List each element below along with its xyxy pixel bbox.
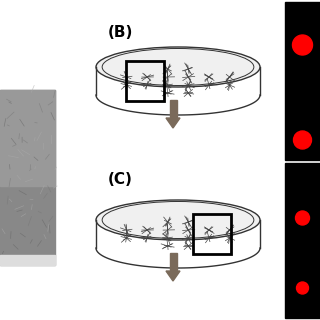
Bar xyxy=(285,2,320,160)
Circle shape xyxy=(293,131,311,149)
Polygon shape xyxy=(166,271,180,281)
Bar xyxy=(170,253,177,271)
Text: (C): (C) xyxy=(108,172,133,187)
Bar xyxy=(194,214,231,254)
Ellipse shape xyxy=(96,200,260,240)
Ellipse shape xyxy=(96,47,260,87)
Bar xyxy=(0,255,55,265)
Bar xyxy=(0,90,55,186)
Circle shape xyxy=(297,282,308,294)
Bar xyxy=(0,90,55,265)
Circle shape xyxy=(295,211,309,225)
Bar xyxy=(285,163,320,318)
Bar xyxy=(170,100,177,118)
Text: (B): (B) xyxy=(108,25,133,40)
Circle shape xyxy=(292,35,313,55)
Polygon shape xyxy=(166,118,180,128)
Bar xyxy=(126,61,164,101)
